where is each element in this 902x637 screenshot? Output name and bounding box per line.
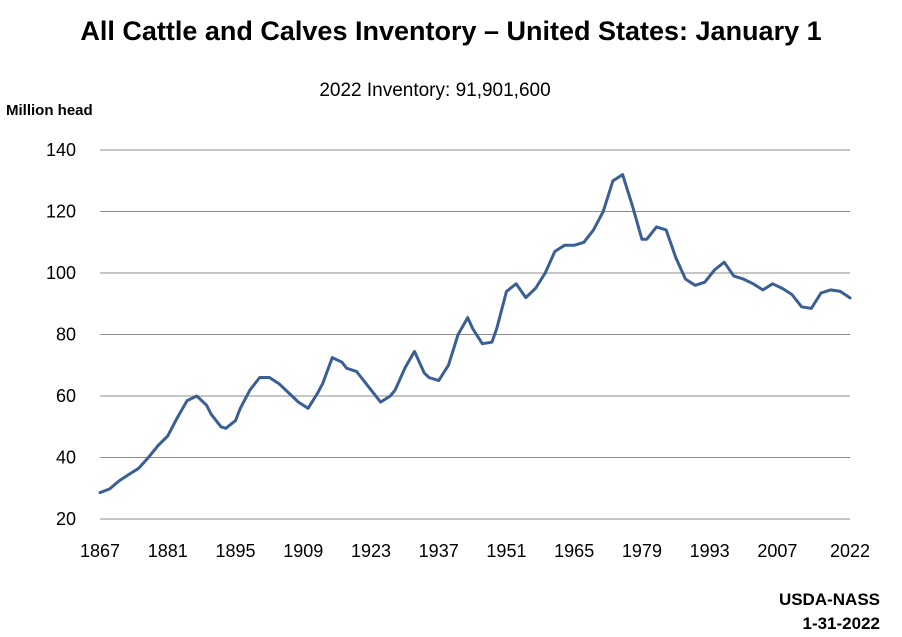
x-tick-label: 1923 bbox=[351, 541, 391, 561]
y-tick-labels: 20 40 60 80 100 120 140 bbox=[46, 140, 76, 529]
x-tick-label: 1867 bbox=[80, 541, 120, 561]
series-line-0 bbox=[98, 173, 852, 495]
source-note: USDA-NASS 1-31-2022 bbox=[779, 588, 880, 636]
y-tick-label: 100 bbox=[46, 263, 76, 283]
y-tick-label: 60 bbox=[56, 386, 76, 406]
x-tick-label: 1909 bbox=[283, 541, 323, 561]
x-tick-label: 1951 bbox=[486, 541, 526, 561]
x-tick-label: 1895 bbox=[215, 541, 255, 561]
x-tick-label: 1937 bbox=[419, 541, 459, 561]
x-tick-label: 1979 bbox=[622, 541, 662, 561]
x-tick-label: 1965 bbox=[554, 541, 594, 561]
chart-subtitle: 2022 Inventory: 91,901,600 bbox=[319, 80, 551, 101]
y-tick-label: 120 bbox=[46, 202, 76, 222]
y-axis-label: Million head bbox=[6, 102, 93, 119]
x-tick-labels: 1867 1881 1895 1909 1923 1937 1951 1965 1979 1993… bbox=[80, 541, 870, 561]
series-group bbox=[98, 173, 852, 495]
y-tick-label: 20 bbox=[56, 509, 76, 529]
chart-title: All Cattle and Calves Inventory – United… bbox=[80, 16, 822, 46]
x-tick-label: 1993 bbox=[690, 541, 730, 561]
y-tick-label: 40 bbox=[56, 448, 76, 468]
source-date: 1-31-2022 bbox=[802, 614, 880, 633]
y-tick-label: 140 bbox=[46, 140, 76, 160]
x-tick-label: 2007 bbox=[757, 541, 797, 561]
y-tick-label: 80 bbox=[56, 325, 76, 345]
source-agency: USDA-NASS bbox=[778, 590, 880, 609]
x-tick-label: 1881 bbox=[148, 541, 188, 561]
x-tick-label: 2022 bbox=[830, 541, 870, 561]
